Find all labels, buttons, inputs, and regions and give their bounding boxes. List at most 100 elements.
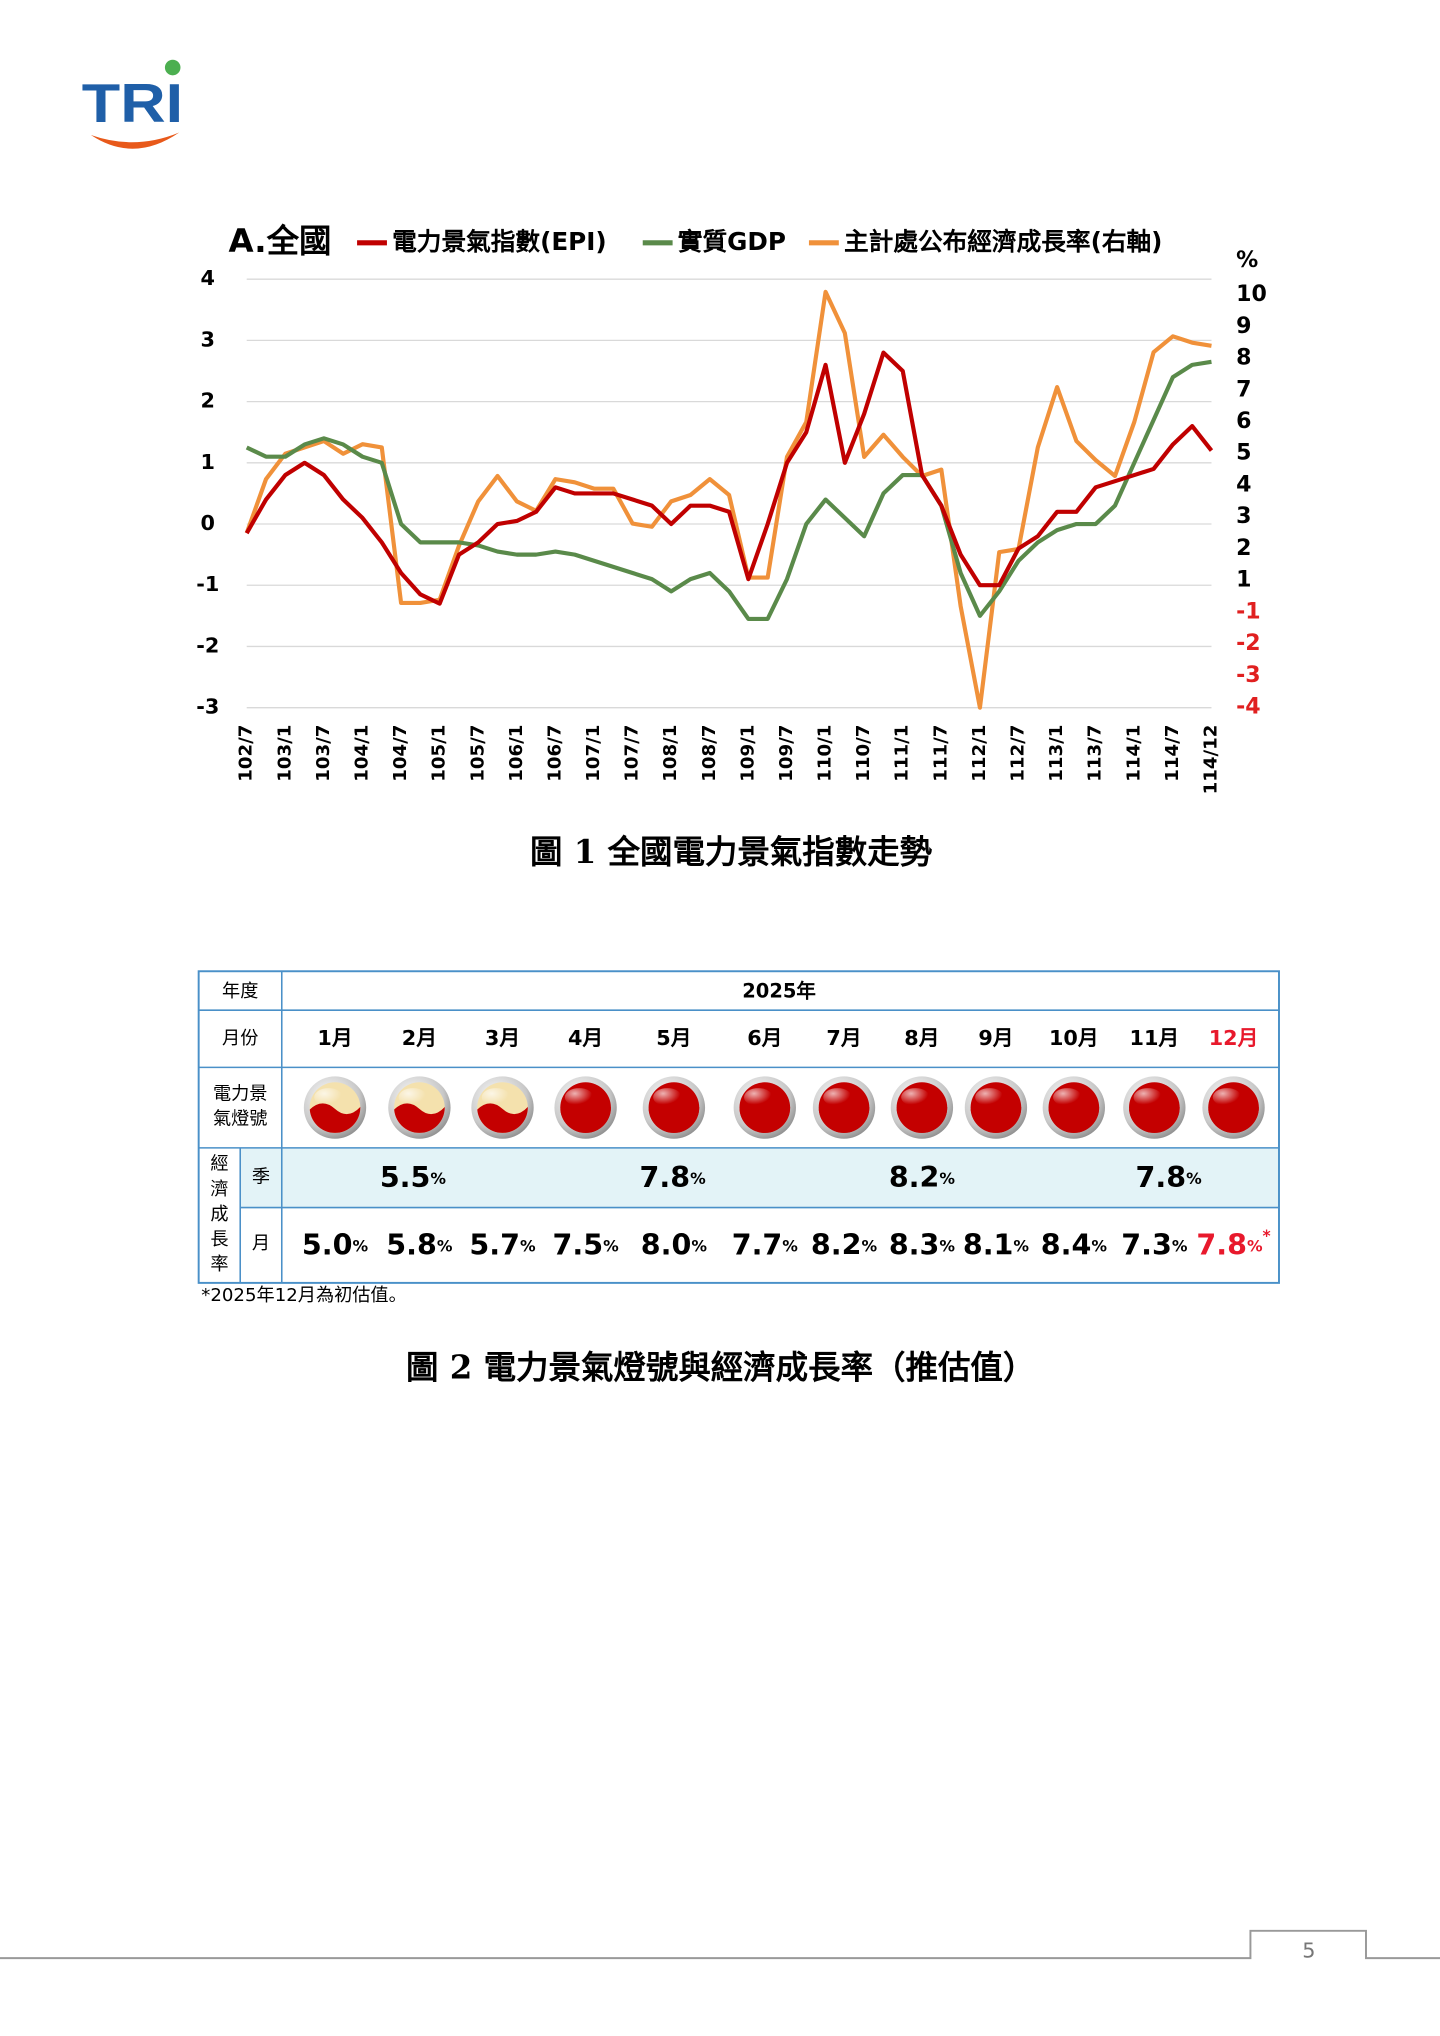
monthly-growth: 8.4% bbox=[1041, 1228, 1108, 1262]
y2-tick-label: 5 bbox=[1236, 441, 1251, 466]
signal-light bbox=[1042, 1076, 1105, 1139]
signal-shine bbox=[1053, 1088, 1082, 1107]
signal-bottom bbox=[970, 1103, 1022, 1133]
signal-light bbox=[890, 1076, 954, 1139]
signal-shine bbox=[1212, 1088, 1242, 1107]
growth-unit: % bbox=[352, 1237, 368, 1255]
y-tick-label: -1 bbox=[196, 572, 219, 596]
growth-value: 8.2 bbox=[811, 1228, 862, 1262]
monthly-growth: 8.3% bbox=[889, 1228, 956, 1262]
signal-light bbox=[303, 1076, 367, 1139]
month-label: 12月 bbox=[1209, 1026, 1259, 1050]
logo: TRI bbox=[82, 59, 183, 149]
x-tick-label: 112/7 bbox=[1008, 725, 1029, 782]
signal-shine bbox=[564, 1088, 594, 1107]
x-tick-label: 114/1 bbox=[1123, 725, 1144, 782]
y2-tick-label: 10 bbox=[1236, 282, 1267, 307]
table-header: 率 bbox=[210, 1254, 228, 1275]
quarterly-growth: 5.5% bbox=[380, 1160, 447, 1194]
x-tick-label: 105/1 bbox=[429, 725, 450, 782]
growth-value: 5.7 bbox=[469, 1228, 520, 1262]
x-tick-label: 113/7 bbox=[1085, 725, 1106, 782]
signal-shine bbox=[1133, 1088, 1163, 1107]
x-tick-label: 109/1 bbox=[737, 725, 758, 782]
page-number: 5 bbox=[1302, 1939, 1315, 1963]
y-tick-label: -2 bbox=[196, 633, 219, 657]
growth-value: 8.4 bbox=[1041, 1228, 1092, 1262]
quarterly-growth: 7.8% bbox=[1136, 1160, 1203, 1194]
quarterly-growth: 8.2% bbox=[889, 1160, 956, 1194]
x-tick-label: 108/7 bbox=[699, 725, 720, 782]
table-header: 經 bbox=[210, 1154, 228, 1175]
growth-value: 7.8 bbox=[1136, 1160, 1187, 1194]
signal-light bbox=[642, 1076, 706, 1139]
x-tick-label: 103/1 bbox=[274, 725, 295, 782]
legend-label: 主計處公布經濟成長率(右軸) bbox=[844, 227, 1162, 256]
month-label: 10月 bbox=[1049, 1026, 1099, 1050]
table-header: 氣燈號 bbox=[213, 1108, 267, 1129]
signal-bottom bbox=[560, 1103, 611, 1133]
signal-light bbox=[471, 1076, 534, 1139]
x-tick-label: 107/7 bbox=[622, 725, 643, 782]
monthly-growth: 7.7% bbox=[732, 1228, 799, 1262]
month-label: 4月 bbox=[568, 1026, 603, 1050]
signal-light bbox=[964, 1076, 1028, 1139]
growth-value: 7.5 bbox=[553, 1228, 604, 1262]
y2-tick-label: 3 bbox=[1236, 504, 1251, 529]
x-tick-label: 106/7 bbox=[544, 725, 565, 782]
x-tick-label: 105/7 bbox=[467, 725, 488, 782]
table-header: 年度 bbox=[222, 981, 258, 1002]
signal-shine bbox=[314, 1088, 343, 1107]
x-tick-label: 102/7 bbox=[236, 725, 257, 782]
growth-unit: % bbox=[1247, 1237, 1263, 1255]
month-label: 9月 bbox=[978, 1026, 1013, 1050]
growth-unit: % bbox=[861, 1237, 877, 1255]
signal-bottom bbox=[1129, 1103, 1180, 1133]
growth-value: 7.8 bbox=[640, 1160, 691, 1194]
legend-label: 實質GDP bbox=[678, 227, 786, 256]
legend-label: 電力景氣指數(EPI) bbox=[392, 227, 607, 256]
table-header: 季 bbox=[252, 1167, 270, 1188]
y2-tick-label: 1 bbox=[1236, 568, 1251, 593]
y2-tick-label: 9 bbox=[1236, 314, 1251, 339]
table-header: 2025年 bbox=[742, 980, 816, 1003]
month-label: 1月 bbox=[317, 1026, 352, 1050]
y2-tick-label: 4 bbox=[1236, 472, 1251, 497]
signal-shine bbox=[975, 1088, 1004, 1107]
growth-value: 5.8 bbox=[386, 1228, 437, 1262]
signal-shine bbox=[653, 1088, 682, 1107]
x-tick-label: 114/7 bbox=[1162, 725, 1183, 782]
growth-value: 8.2 bbox=[889, 1160, 940, 1194]
table-header: 月份 bbox=[222, 1028, 258, 1049]
y2-tick-label: 7 bbox=[1236, 377, 1251, 402]
y-tick-label: 3 bbox=[201, 327, 215, 351]
month-label: 8月 bbox=[904, 1026, 939, 1050]
month-label: 5月 bbox=[656, 1026, 691, 1050]
x-tick-label: 106/1 bbox=[506, 725, 527, 782]
x-tick-label: 112/1 bbox=[969, 725, 990, 782]
table-border bbox=[197, 970, 1280, 1284]
monthly-growth: 5.7% bbox=[469, 1228, 536, 1262]
x-tick-label: 111/7 bbox=[930, 725, 951, 782]
y2-tick-label: -3 bbox=[1236, 663, 1261, 688]
growth-value: 8.0 bbox=[641, 1228, 692, 1262]
signal-shine bbox=[744, 1088, 773, 1107]
series-line bbox=[245, 359, 1212, 621]
table-header: 成 bbox=[210, 1204, 228, 1225]
monthly-growth: 7.8%* bbox=[1196, 1227, 1270, 1262]
growth-unit: % bbox=[603, 1237, 619, 1255]
growth-unit: % bbox=[1013, 1237, 1029, 1255]
growth-unit: % bbox=[1172, 1237, 1188, 1255]
signal-bottom bbox=[1048, 1103, 1100, 1133]
signal-bottom bbox=[477, 1103, 528, 1133]
monthly-growth: 5.8% bbox=[386, 1228, 453, 1262]
y-tick-label: 0 bbox=[201, 511, 215, 535]
growth-unit: % bbox=[939, 1170, 955, 1188]
growth-value: 7.7 bbox=[732, 1228, 783, 1262]
month-label: 2月 bbox=[402, 1026, 437, 1050]
growth-unit: % bbox=[939, 1237, 955, 1255]
series-line bbox=[244, 289, 1212, 710]
chart-title: A.全國 bbox=[229, 222, 332, 260]
x-tick-label: 107/1 bbox=[583, 725, 604, 782]
signal-shine bbox=[398, 1088, 428, 1107]
